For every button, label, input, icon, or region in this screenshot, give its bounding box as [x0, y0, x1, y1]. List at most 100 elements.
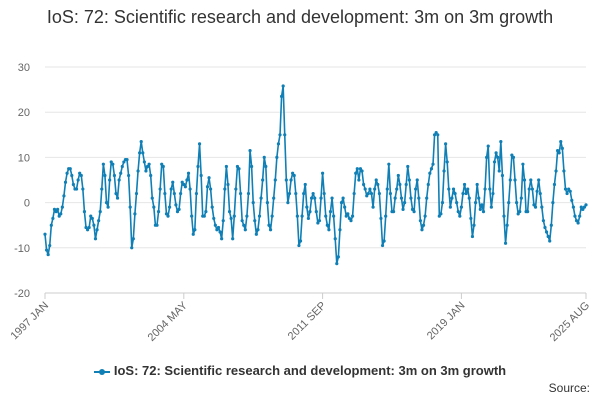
data-point[interactable]	[193, 228, 197, 232]
data-point[interactable]	[467, 196, 471, 200]
data-point[interactable]	[130, 246, 134, 250]
data-point[interactable]	[459, 205, 463, 209]
data-point[interactable]	[313, 196, 317, 200]
data-point[interactable]	[257, 214, 262, 218]
data-point[interactable]	[78, 171, 82, 175]
data-point[interactable]	[354, 171, 358, 175]
data-point[interactable]	[253, 219, 257, 223]
data-point[interactable]	[380, 243, 385, 248]
data-point[interactable]	[240, 219, 244, 223]
data-point[interactable]	[180, 180, 184, 184]
data-point[interactable]	[480, 203, 484, 207]
data-point[interactable]	[292, 173, 296, 178]
data-point[interactable]	[560, 146, 564, 150]
data-point[interactable]	[439, 212, 443, 216]
data-point[interactable]	[100, 187, 104, 191]
data-point[interactable]	[122, 160, 126, 164]
data-point[interactable]	[478, 207, 482, 211]
data-point[interactable]	[278, 133, 282, 137]
data-point[interactable]	[220, 237, 224, 241]
data-point[interactable]	[120, 164, 124, 169]
data-point[interactable]	[494, 151, 498, 155]
data-point[interactable]	[374, 178, 378, 182]
data-point[interactable]	[491, 191, 495, 196]
data-point[interactable]	[330, 196, 334, 200]
data-point[interactable]	[376, 182, 380, 187]
data-point[interactable]	[322, 191, 326, 196]
data-point[interactable]	[548, 239, 552, 243]
data-point[interactable]	[338, 228, 342, 232]
data-point[interactable]	[573, 214, 577, 218]
data-point[interactable]	[521, 162, 525, 166]
data-point[interactable]	[199, 173, 203, 178]
data-point[interactable]	[363, 187, 367, 191]
data-point[interactable]	[332, 214, 336, 218]
data-point[interactable]	[125, 158, 129, 162]
data-point[interactable]	[527, 187, 531, 191]
data-point[interactable]	[426, 182, 430, 187]
data-point[interactable]	[464, 191, 468, 196]
data-point[interactable]	[291, 171, 295, 175]
data-point[interactable]	[158, 187, 162, 191]
legend[interactable]: IoS: 72: Scientific research and develop…	[0, 363, 600, 378]
data-point[interactable]	[311, 191, 315, 196]
data-point[interactable]	[89, 214, 93, 218]
data-point[interactable]	[377, 191, 381, 196]
data-point[interactable]	[516, 212, 520, 216]
data-point[interactable]	[358, 167, 363, 171]
data-point[interactable]	[218, 230, 222, 234]
data-point[interactable]	[431, 162, 435, 166]
data-point[interactable]	[57, 214, 61, 218]
data-point[interactable]	[488, 187, 492, 191]
data-point[interactable]	[59, 212, 63, 216]
data-point[interactable]	[552, 182, 557, 187]
data-point[interactable]	[456, 210, 460, 214]
data-point[interactable]	[264, 164, 268, 169]
data-point[interactable]	[155, 223, 159, 227]
data-point[interactable]	[472, 223, 476, 227]
data-point[interactable]	[183, 185, 187, 189]
data-point[interactable]	[410, 207, 415, 211]
data-point[interactable]	[314, 210, 318, 214]
data-point[interactable]	[339, 201, 344, 205]
data-point[interactable]	[395, 187, 399, 191]
data-point[interactable]	[190, 214, 194, 218]
data-point[interactable]	[207, 176, 211, 180]
data-point[interactable]	[496, 155, 500, 159]
data-point[interactable]	[510, 153, 514, 157]
data-point[interactable]	[164, 212, 169, 216]
data-point[interactable]	[455, 201, 459, 205]
data-point[interactable]	[544, 230, 549, 234]
data-point[interactable]	[161, 164, 165, 169]
data-point[interactable]	[574, 219, 579, 223]
data-point[interactable]	[391, 210, 396, 214]
data-point[interactable]	[261, 178, 265, 182]
data-point[interactable]	[109, 160, 113, 164]
data-point[interactable]	[365, 194, 369, 198]
data-point[interactable]	[172, 191, 176, 196]
data-point[interactable]	[43, 232, 47, 236]
data-point[interactable]	[570, 198, 574, 202]
data-point[interactable]	[303, 182, 307, 187]
data-point[interactable]	[156, 210, 161, 214]
data-point[interactable]	[470, 234, 475, 239]
data-point[interactable]	[71, 182, 75, 187]
data-point[interactable]	[68, 167, 72, 171]
data-point[interactable]	[224, 164, 228, 169]
data-point[interactable]	[254, 232, 258, 236]
data-point[interactable]	[317, 219, 322, 223]
data-point[interactable]	[54, 210, 58, 214]
data-point[interactable]	[131, 237, 135, 241]
data-point[interactable]	[571, 205, 575, 209]
data-point[interactable]	[302, 191, 306, 196]
data-point[interactable]	[404, 182, 408, 187]
data-point[interactable]	[279, 94, 284, 98]
data-point[interactable]	[396, 173, 400, 178]
data-point[interactable]	[126, 173, 131, 178]
data-point[interactable]	[530, 187, 534, 191]
data-point[interactable]	[499, 139, 503, 144]
data-point[interactable]	[554, 169, 558, 173]
data-point[interactable]	[582, 205, 587, 209]
data-point[interactable]	[401, 207, 405, 211]
data-point[interactable]	[333, 237, 337, 241]
